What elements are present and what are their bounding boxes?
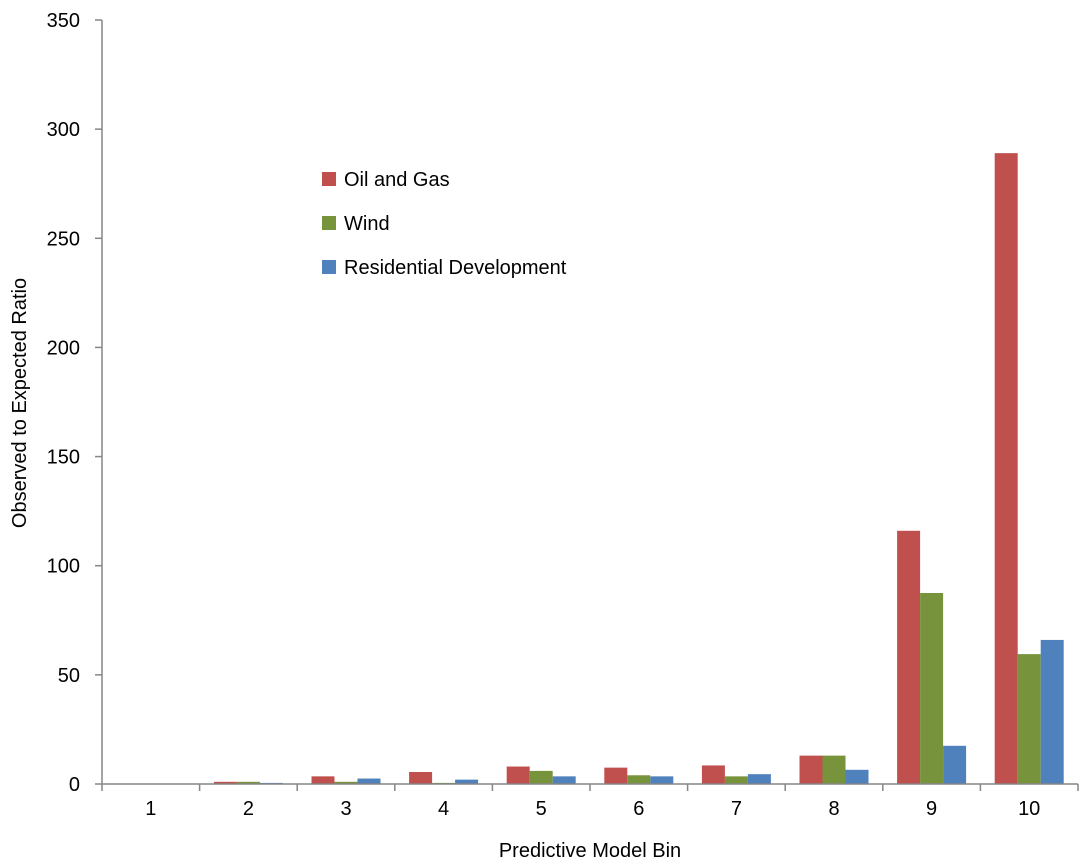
bar xyxy=(552,776,576,784)
bar xyxy=(822,755,846,784)
bar xyxy=(994,153,1018,784)
bar xyxy=(334,781,358,784)
x-axis-title: Predictive Model Bin xyxy=(499,840,681,862)
x-tick-label: 3 xyxy=(340,798,351,820)
x-tick-label: 6 xyxy=(633,798,644,820)
y-tick-label: 350 xyxy=(47,10,80,32)
y-tick-label: 150 xyxy=(47,447,80,469)
legend-label: Wind xyxy=(344,213,390,235)
bar xyxy=(213,781,237,784)
y-axis-ticks: 0 50 100 150 200 250 300 350 xyxy=(47,10,102,796)
y-tick-label: 0 xyxy=(69,774,80,796)
x-tick-label: 2 xyxy=(243,798,254,820)
bar xyxy=(604,767,628,784)
bar xyxy=(845,769,869,784)
bars-group xyxy=(213,153,1064,784)
y-tick-label: 50 xyxy=(58,665,80,687)
bar xyxy=(529,770,553,784)
legend: Oil and Gas Wind Residential Development xyxy=(322,169,567,279)
bar xyxy=(897,530,921,784)
bar xyxy=(943,745,967,784)
x-tick-label: 4 xyxy=(438,798,449,820)
bar xyxy=(455,779,479,784)
bar xyxy=(506,766,530,784)
x-tick-label: 10 xyxy=(1018,798,1040,820)
bar xyxy=(1040,639,1064,784)
y-tick-label: 300 xyxy=(47,119,80,141)
bar xyxy=(311,776,335,784)
legend-label: Residential Development xyxy=(344,257,567,279)
bar xyxy=(357,778,381,784)
x-axis-ticks: 1 2 3 4 5 6 7 8 9 10 xyxy=(101,784,1079,820)
y-tick-label: 200 xyxy=(47,337,80,359)
bar xyxy=(724,776,748,784)
x-tick-label: 8 xyxy=(828,798,839,820)
y-tick-label: 100 xyxy=(47,556,80,578)
bar xyxy=(1017,654,1041,784)
bar xyxy=(799,755,823,784)
x-tick-label: 5 xyxy=(536,798,547,820)
bar xyxy=(650,776,674,784)
x-tick-label: 1 xyxy=(145,798,156,820)
y-tick-label: 250 xyxy=(47,228,80,250)
x-tick-label: 7 xyxy=(731,798,742,820)
legend-swatch xyxy=(322,260,336,274)
legend-swatch xyxy=(322,172,336,186)
bar xyxy=(409,771,433,784)
bar xyxy=(627,775,651,784)
bar xyxy=(236,781,260,784)
y-axis-title: Observed to Expected Ratio xyxy=(9,278,31,528)
legend-label: Oil and Gas xyxy=(344,169,450,191)
x-tick-label: 9 xyxy=(926,798,937,820)
legend-swatch xyxy=(322,216,336,230)
bar xyxy=(747,774,771,784)
bar xyxy=(701,765,725,784)
bar xyxy=(920,593,944,784)
